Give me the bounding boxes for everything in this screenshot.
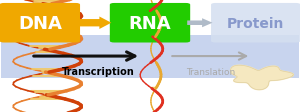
Text: RNA: RNA [129,15,171,32]
FancyBboxPatch shape [1,36,299,78]
FancyBboxPatch shape [0,4,80,43]
FancyArrow shape [187,19,212,28]
FancyArrow shape [77,17,111,30]
Text: Translation: Translation [186,68,235,77]
Text: Protein: Protein [227,17,284,30]
Polygon shape [230,66,293,90]
Text: DNA: DNA [18,15,62,32]
Text: Transcription: Transcription [61,67,134,76]
FancyBboxPatch shape [110,4,190,43]
FancyBboxPatch shape [211,4,300,43]
